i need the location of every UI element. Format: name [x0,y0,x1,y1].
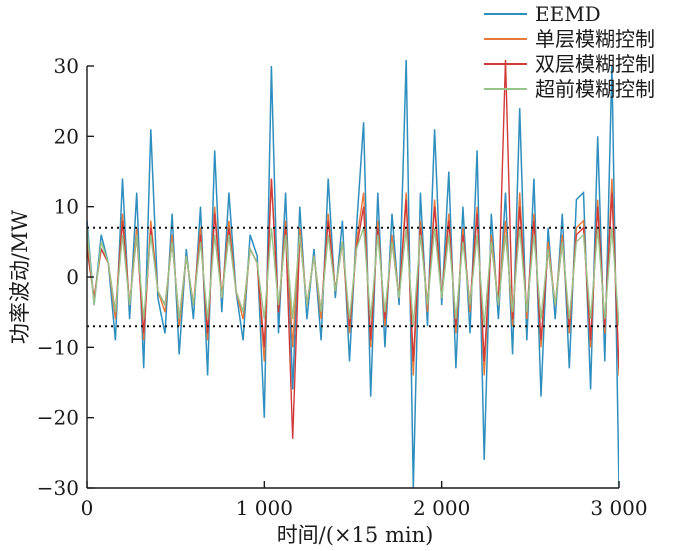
y-tick-label: 20 [54,124,79,148]
y-tick-label: −30 [37,476,79,500]
y-axis-title: 功率波动/MW [8,210,32,345]
legend-label-1: EEMD [535,2,601,26]
x-tick-label: 3 000 [590,496,647,520]
y-tick-label: −10 [37,335,79,359]
y-ticks: −30 −20 −10 0 10 20 30 [37,54,94,500]
x-axis-title: 时间/(×15 min) [277,523,434,547]
x-ticks: 0 1 000 2 000 3 000 [81,481,648,520]
series-layer [87,60,619,489]
legend-label-2: 单层模糊控制 [535,27,655,51]
x-tick-label: 2 000 [413,496,470,520]
series-line-4 [87,227,619,327]
y-tick-label: 10 [54,195,79,219]
legend-label-3: 双层模糊控制 [535,52,655,76]
reference-lines [87,226,619,328]
legend-label-4: 超前模糊控制 [535,77,655,101]
x-tick-label: 1 000 [236,496,293,520]
y-tick-label: 0 [66,265,79,289]
y-tick-label: 30 [54,54,79,78]
x-tick-label: 0 [81,496,94,520]
y-tick-label: −20 [37,406,79,430]
